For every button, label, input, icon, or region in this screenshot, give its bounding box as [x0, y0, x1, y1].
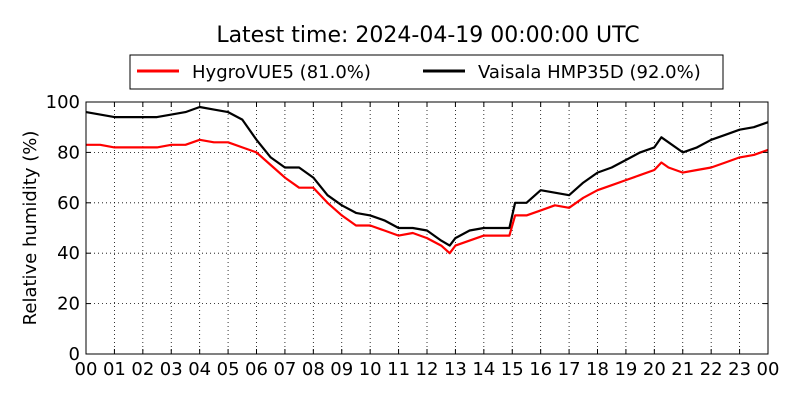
x-tick-label: 00: [75, 359, 98, 380]
x-tick-label: 06: [245, 359, 268, 380]
x-tick-label: 02: [131, 359, 154, 380]
y-tick-label: 80: [57, 142, 80, 163]
x-tick-label: 11: [387, 359, 410, 380]
x-tick-label: 10: [359, 359, 382, 380]
y-tick-label: 20: [57, 294, 80, 315]
x-tick-label: 18: [586, 359, 609, 380]
x-tick-label: 03: [160, 359, 183, 380]
chart-title: Latest time: 2024-04-19 00:00:00 UTC: [216, 23, 639, 48]
x-tick-label: 09: [330, 359, 353, 380]
x-tick-label: 08: [302, 359, 325, 380]
x-tick-label: 20: [643, 359, 666, 380]
x-tick-label: 04: [188, 359, 211, 380]
ticks: [85, 101, 769, 355]
y-tick-label: 0: [69, 344, 80, 365]
x-tick-label: 17: [558, 359, 581, 380]
x-tick-label: 15: [501, 359, 524, 380]
y-tick-label: 40: [57, 243, 80, 264]
x-tick-label: 00: [757, 359, 780, 380]
y-tick-label: 100: [46, 92, 80, 113]
x-tick-labels: 00 01 02 03 04 05 06 07 08 09 10 11 12 13 14 15 16 17 18 19…: [75, 359, 780, 380]
y-axis-label: Relative humidity (%): [20, 131, 41, 326]
x-tick-label: 01: [103, 359, 126, 380]
series-line-1: [85, 105, 769, 247]
x-tick-label: 23: [728, 359, 751, 380]
x-tick-label: 07: [273, 359, 296, 380]
x-tick-label: 05: [217, 359, 240, 380]
y-tick-label: 60: [57, 193, 80, 214]
grid: [86, 102, 768, 354]
legend: HygroVUE5 (81.0%) Vaisala HMP35D (92.0%): [129, 54, 724, 90]
x-tick-label: 21: [671, 359, 694, 380]
series-group: [85, 105, 769, 255]
x-tick-label: 12: [416, 359, 439, 380]
x-tick-label: 16: [529, 359, 552, 380]
series-line-0: [86, 138, 769, 255]
legend-label-hygrovue5: HygroVUE5 (81.0%): [192, 62, 371, 83]
x-tick-label: 13: [444, 359, 467, 380]
x-tick-label: 19: [614, 359, 637, 380]
y-tick-labels: 0 20 40 60 80 100: [46, 92, 80, 365]
x-tick-label: 14: [472, 359, 495, 380]
legend-label-vaisala: Vaisala HMP35D (92.0%): [478, 62, 701, 83]
x-tick-label: 22: [700, 359, 723, 380]
